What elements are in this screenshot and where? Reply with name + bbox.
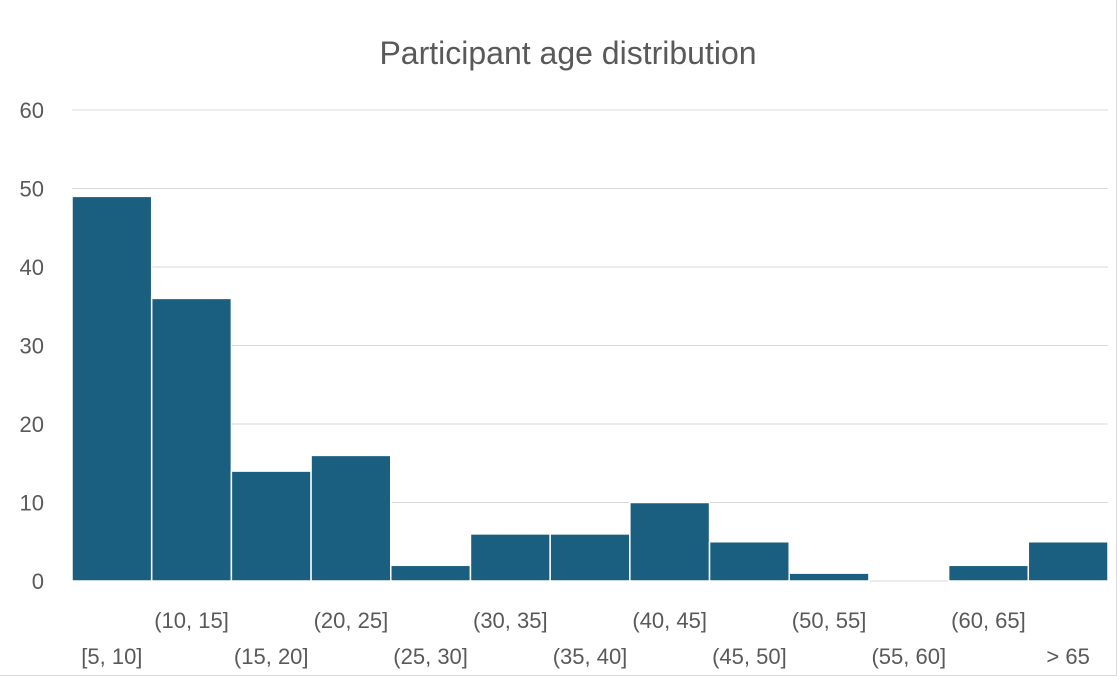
x-tick-label: (45, 50] [712,644,787,669]
x-tick-label: (55, 60] [871,644,946,669]
bar [71,195,153,582]
y-axis-ticks: 0 10 20 30 40 50 60 [20,98,44,594]
bar [629,501,711,582]
x-tick-label: (30, 35] [473,608,548,633]
x-axis-ticks: [5, 10](10, 15](15, 20](20, 25](25, 30](… [81,608,1090,669]
y-tick-label: 20 [20,412,44,437]
x-tick-label: > 65 [1046,644,1089,669]
x-tick-label: (60, 65] [951,608,1026,633]
bar [788,572,870,582]
y-tick-label: 60 [20,98,44,123]
x-tick-label: (40, 45] [632,608,707,633]
x-tick-label: (35, 40] [553,644,628,669]
x-tick-label: (10, 15] [154,608,229,633]
bar [1027,541,1109,582]
y-tick-label: 40 [20,255,44,280]
bar [390,564,472,582]
chart-title: Participant age distribution [379,35,756,71]
y-tick-label: 0 [32,569,44,594]
bars [71,195,1109,582]
x-tick-label: (25, 30] [393,644,468,669]
x-tick-label: (20, 25] [314,608,389,633]
bar [230,470,312,582]
y-tick-label: 50 [20,177,44,202]
bar [469,533,551,582]
bar [150,297,233,582]
bar [708,541,790,582]
x-tick-label: [5, 10] [81,644,142,669]
x-tick-label: (50, 55] [792,608,867,633]
bar [549,533,631,582]
y-tick-label: 30 [20,334,44,359]
x-tick-label: (15, 20] [234,644,309,669]
bar [947,564,1030,582]
y-tick-label: 10 [20,491,44,516]
bar [310,454,392,582]
